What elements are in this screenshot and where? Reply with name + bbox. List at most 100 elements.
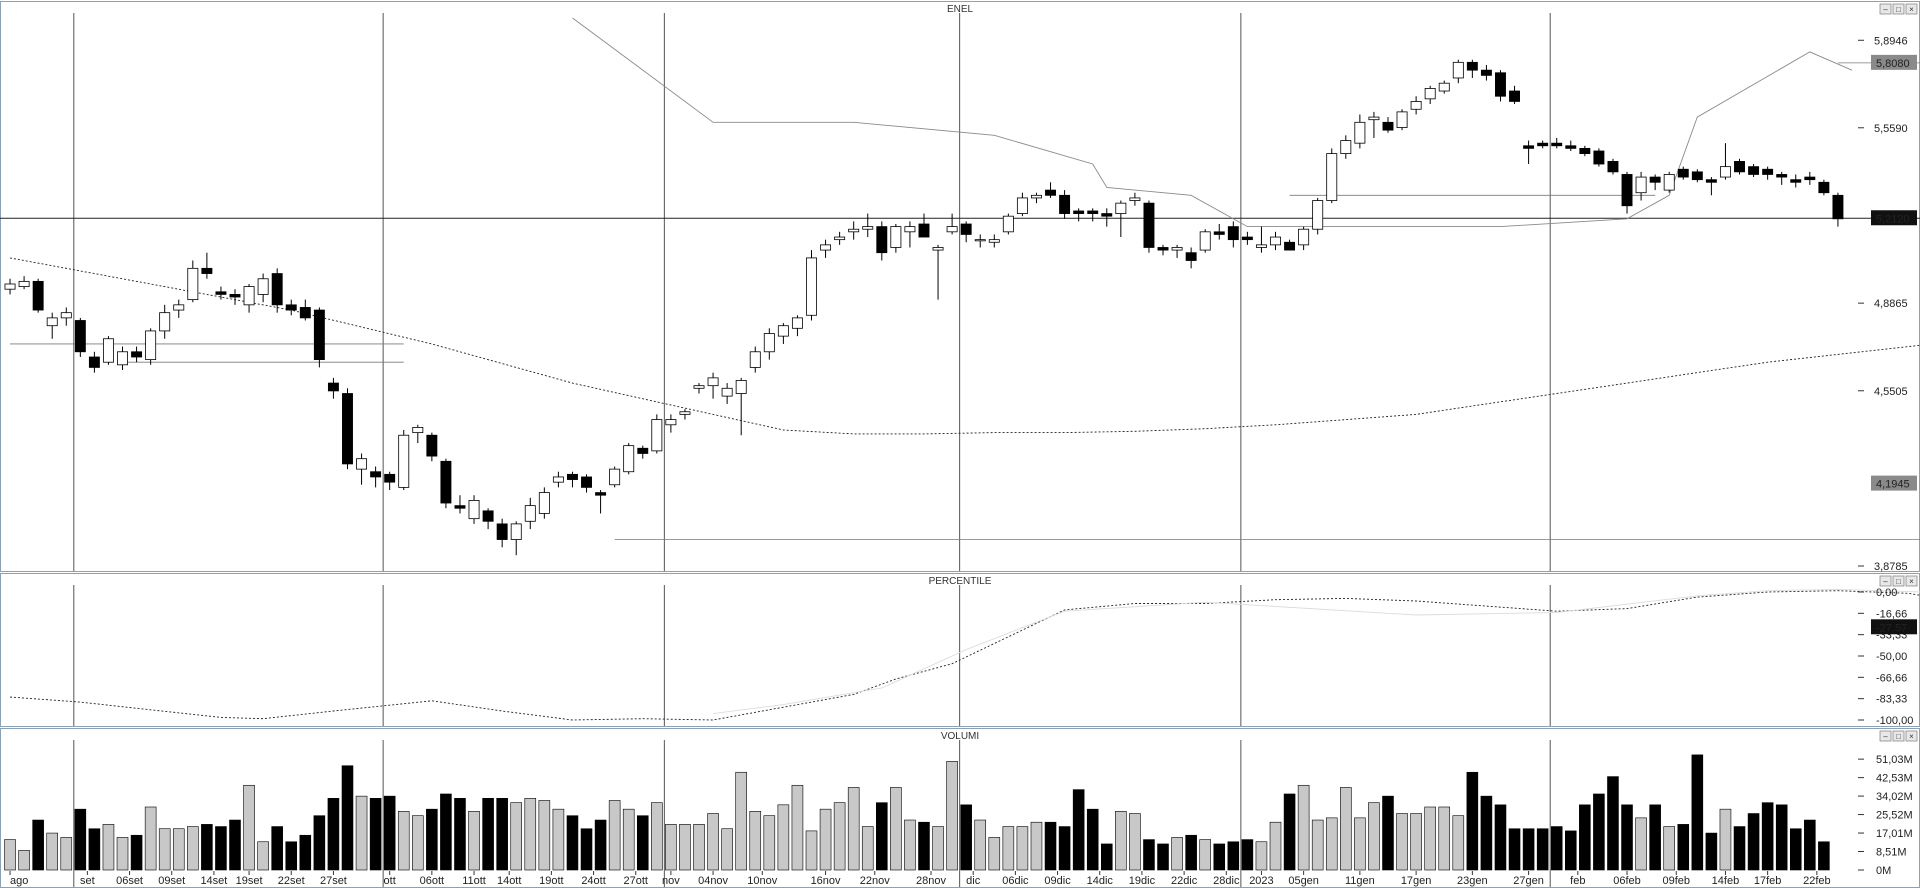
candle-body <box>567 473 578 480</box>
x-axis-label: 22feb <box>1803 875 1831 887</box>
x-axis-label: 22set <box>278 875 305 887</box>
candle-body <box>651 419 663 452</box>
candle-body <box>1607 161 1619 173</box>
volume-bar <box>791 784 804 871</box>
volume-bar <box>1185 834 1197 871</box>
x-axis-label: 14feb <box>1712 875 1740 887</box>
price-panel-minimize-button[interactable] <box>1879 3 1892 15</box>
volume-bar <box>1340 787 1352 871</box>
candle-body <box>1171 247 1183 251</box>
candle-body <box>299 307 311 319</box>
percentile-panel-close-button[interactable] <box>1905 575 1918 587</box>
candle-body <box>1593 150 1605 165</box>
candle-body <box>1635 176 1647 194</box>
volume-bar <box>1761 802 1774 871</box>
candle-body <box>848 228 860 233</box>
candle-body <box>1734 161 1745 173</box>
x-axis-label: 09dic <box>1044 875 1071 887</box>
volume-bar <box>116 837 129 871</box>
candle-body <box>18 280 30 287</box>
candle-body <box>1663 174 1675 191</box>
volume-bar <box>440 793 452 871</box>
candle-body <box>763 333 775 353</box>
candle-body <box>904 226 916 233</box>
price-axis-label: 5,8946 <box>1874 35 1908 47</box>
candle-body <box>1213 231 1225 235</box>
x-axis-label: 06dic <box>1002 875 1029 887</box>
candle-body <box>1185 252 1197 261</box>
candle-body <box>946 226 958 233</box>
volume-bar <box>1297 784 1310 871</box>
x-axis-label: 16nov <box>811 875 841 887</box>
candle-body <box>1466 61 1478 71</box>
price-axis-label: 4,8865 <box>1874 298 1908 310</box>
x-axis-label: 11ott <box>462 875 486 887</box>
candle-body <box>243 286 255 306</box>
volume-bar <box>1733 826 1746 871</box>
volume-bar <box>1677 824 1690 871</box>
price-panel-title: ENEL <box>947 4 974 15</box>
price-panel-close-button[interactable] <box>1905 3 1918 15</box>
candle-body <box>285 304 297 311</box>
volume-bar <box>299 834 312 871</box>
volume-panel-close-button[interactable] <box>1905 730 1918 742</box>
candle-body <box>623 445 635 473</box>
volume-bar <box>1086 808 1099 871</box>
volume-bar <box>1649 804 1661 871</box>
percentile-axis-label: -100,00 <box>1876 715 1913 727</box>
volume-bar <box>1550 826 1563 871</box>
volume-bar <box>1072 789 1085 871</box>
percentile-flag-label: -27,57 <box>1876 622 1907 634</box>
volume-bar <box>1522 828 1535 871</box>
volume-bar <box>974 819 987 871</box>
moving-average-line <box>9 257 1920 435</box>
volume-bar <box>1325 817 1338 871</box>
candle-body <box>398 434 410 488</box>
percentile-panel-minimize-icon: – <box>1883 577 1888 586</box>
candle-body <box>637 447 649 454</box>
volume-bar <box>102 824 115 871</box>
candle-body <box>1199 231 1211 251</box>
percentile-panel-minimize-button[interactable] <box>1879 575 1892 587</box>
volume-bar <box>1480 795 1493 871</box>
candle-body <box>1776 174 1788 178</box>
volume-panel-minimize-button[interactable] <box>1879 730 1892 742</box>
x-axis-label: 19ott <box>539 875 563 887</box>
percentile-panel-close-icon: × <box>1909 577 1914 586</box>
percentile-flag <box>1871 619 1917 635</box>
volume-bar <box>580 828 593 871</box>
price-panel-close-icon: × <box>1909 5 1914 14</box>
price-flag-label: 5,2120 <box>1876 213 1910 225</box>
x-axis-label: 24ott <box>581 875 605 887</box>
candle-body <box>1382 121 1394 131</box>
volume-bar <box>1424 806 1436 871</box>
candle-body <box>1002 215 1014 233</box>
x-axis-label: 22nov <box>860 875 890 887</box>
volume-bar <box>861 826 874 871</box>
candle-body <box>510 523 522 540</box>
x-axis-label: 06ott <box>420 875 444 887</box>
candle-body <box>173 304 185 311</box>
volume-bar <box>1227 841 1240 871</box>
volume-panel-maximize-button[interactable] <box>1892 730 1905 742</box>
volume-bar <box>397 811 410 871</box>
candle-body <box>609 468 621 486</box>
volume-bar <box>271 826 283 871</box>
x-axis-label: 14set <box>200 875 227 887</box>
candle-body <box>538 492 550 514</box>
candle-body <box>1452 61 1464 79</box>
percentile-panel-maximize-button[interactable] <box>1892 575 1905 587</box>
volume-bar <box>257 841 269 871</box>
candle-body <box>454 505 466 509</box>
volume-bar <box>1255 841 1268 871</box>
volume-bar <box>1269 821 1282 871</box>
candle-body <box>1284 241 1296 251</box>
candle-body <box>32 280 44 311</box>
volume-panel-close-icon: × <box>1909 732 1914 741</box>
price-panel-minimize-icon: – <box>1883 5 1888 14</box>
candle-body <box>1396 111 1408 128</box>
volume-bar <box>1058 826 1071 871</box>
candle-body <box>1495 72 1506 97</box>
price-panel-maximize-button[interactable] <box>1892 3 1905 15</box>
volume-bar <box>1044 821 1057 871</box>
